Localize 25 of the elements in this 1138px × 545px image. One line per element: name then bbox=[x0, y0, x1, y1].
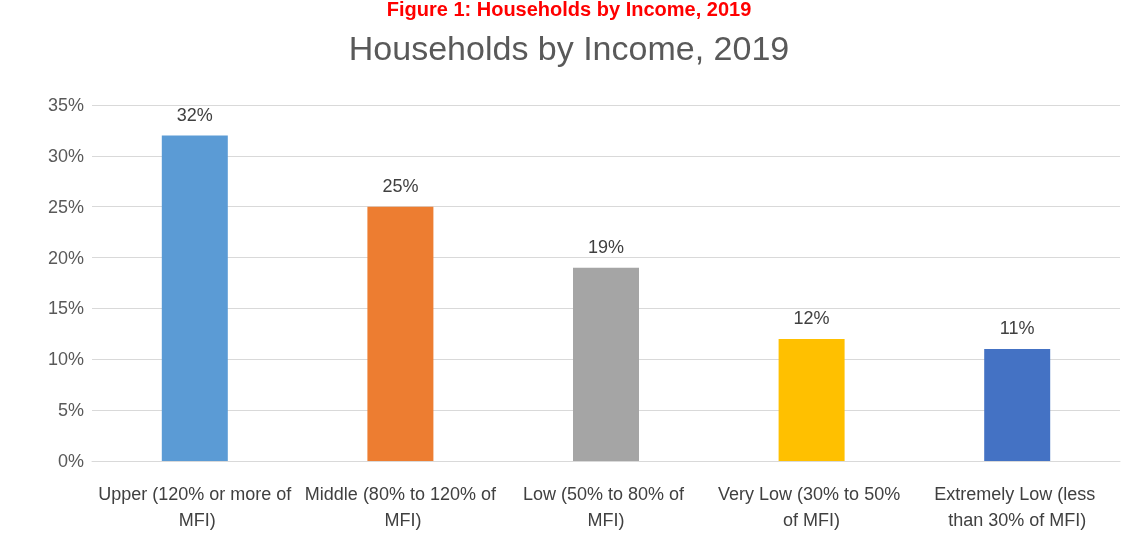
x-tick-label: Middle (80% to 120% of MFI) bbox=[304, 484, 497, 530]
y-tick-label: 15% bbox=[47, 298, 84, 319]
data-label: 19% bbox=[587, 236, 625, 257]
y-tick-label: 5% bbox=[57, 400, 84, 421]
caption: Figure 1: Households by Income, 2019 bbox=[386, 0, 752, 20]
x-tick-label: Extremely Low (less than 30% of MFI) bbox=[934, 484, 1101, 530]
bar bbox=[573, 267, 639, 461]
y-tick-label: 25% bbox=[47, 196, 84, 217]
bar bbox=[161, 135, 228, 461]
data-label: 11% bbox=[999, 318, 1035, 339]
data-label: 25% bbox=[382, 175, 419, 196]
bar bbox=[984, 349, 1051, 461]
bar bbox=[778, 338, 845, 461]
y-tick-label: 10% bbox=[47, 349, 84, 370]
data-label: 12% bbox=[793, 307, 830, 328]
y-tick-label: 0% bbox=[57, 451, 84, 471]
x-tick-label: Upper (120% or more of MFI) bbox=[98, 484, 293, 530]
y-tick-label: 30% bbox=[47, 145, 84, 166]
x-tick-label: Very Low (30% to 50% of MFI) bbox=[718, 484, 906, 530]
y-tick-label: 20% bbox=[47, 247, 84, 268]
y-tick-label: 35% bbox=[47, 95, 84, 115]
chart-title: Households by Income, 2019 bbox=[348, 29, 790, 67]
x-tick-label: Low (50% to 80% of MFI) bbox=[522, 484, 690, 530]
bar bbox=[367, 206, 434, 461]
data-label: 32% bbox=[176, 104, 213, 125]
